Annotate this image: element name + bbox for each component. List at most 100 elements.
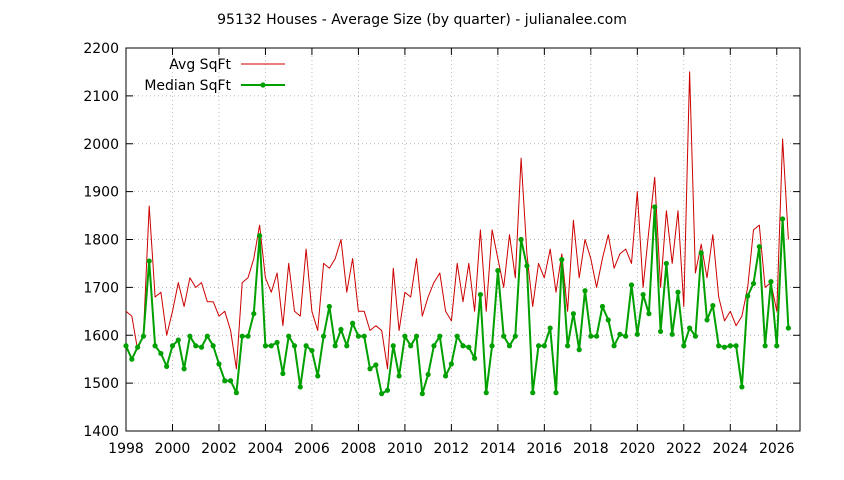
data-point-median <box>501 333 507 339</box>
data-point-median <box>140 333 147 339</box>
data-point-median <box>251 311 257 317</box>
data-point-median <box>611 343 617 349</box>
data-point-median <box>599 303 606 310</box>
data-point-median <box>460 343 466 349</box>
data-point-median <box>710 302 716 309</box>
data-point-median <box>541 343 547 349</box>
data-point-median <box>373 362 379 368</box>
x-tick-label: 2012 <box>434 441 470 457</box>
data-point-median <box>379 391 385 397</box>
data-point-median <box>512 333 518 339</box>
data-point-median <box>425 371 431 378</box>
data-point-median <box>553 390 559 396</box>
x-tick-label: 2004 <box>248 441 284 457</box>
data-point-median <box>152 343 158 349</box>
x-tick-label: 2018 <box>573 441 609 457</box>
data-point-median <box>268 343 274 349</box>
y-tick-label: 1500 <box>83 376 119 392</box>
data-point-median <box>564 343 571 349</box>
data-point-median <box>146 258 152 264</box>
data-point-median <box>367 366 373 372</box>
data-point-median <box>466 344 472 350</box>
x-tick-label: 2008 <box>341 441 377 457</box>
data-point-median <box>477 291 484 298</box>
data-point-median <box>483 390 489 396</box>
data-point-median <box>559 257 565 263</box>
data-point-median <box>588 333 594 339</box>
data-point-median <box>315 373 321 379</box>
series-layer <box>123 71 791 397</box>
data-point-median <box>361 333 367 339</box>
x-tick-label: 2000 <box>155 441 191 457</box>
data-point-median <box>437 333 443 339</box>
data-point-median <box>634 331 640 337</box>
x-tick-label: 2002 <box>201 441 237 457</box>
data-point-median <box>681 343 687 349</box>
data-point-median <box>489 343 495 349</box>
y-tick-label: 1900 <box>83 185 119 201</box>
data-point-median <box>535 343 542 349</box>
series-line-median-sqft <box>125 205 790 395</box>
data-point-median <box>739 384 745 390</box>
data-point-median <box>396 373 402 379</box>
data-point-median <box>216 361 222 367</box>
data-point-median <box>698 250 704 256</box>
data-point-median <box>344 343 350 349</box>
grid <box>126 48 800 431</box>
data-point-median <box>506 343 513 349</box>
data-point-median <box>704 317 710 323</box>
y-tick-label: 2100 <box>83 89 119 105</box>
data-point-median <box>530 390 536 396</box>
data-point-median <box>768 279 774 285</box>
data-point-median <box>687 325 693 331</box>
legend-marker-median <box>260 82 266 88</box>
data-point-median <box>129 356 135 362</box>
y-tick-label: 1800 <box>83 233 119 249</box>
data-point-median <box>280 370 286 377</box>
chart-title: 95132 Houses - Average Size (by quarter)… <box>217 12 627 28</box>
data-point-median <box>454 333 460 339</box>
data-point-median <box>233 390 239 396</box>
data-point-median <box>286 333 292 339</box>
data-point-median <box>472 355 478 361</box>
data-point-median <box>408 343 414 349</box>
data-point-median <box>297 384 303 390</box>
data-point-median <box>657 328 664 335</box>
data-point-median <box>448 361 454 367</box>
data-point-median <box>164 363 170 369</box>
data-point-median <box>442 373 449 379</box>
data-point-median <box>169 343 176 349</box>
data-point-median <box>570 311 576 317</box>
data-point-median <box>495 268 501 274</box>
data-point-median <box>582 288 588 294</box>
x-axis-ticks: 1998 2000 2002 2004 2006 2008 2010 2012 2014 2016… <box>108 48 795 457</box>
data-point-median <box>175 337 181 343</box>
data-point-median <box>733 343 739 349</box>
data-point-median <box>198 344 205 350</box>
data-point-median <box>716 343 722 349</box>
data-point-median <box>187 333 193 339</box>
x-tick-label: 2006 <box>294 441 330 457</box>
data-point-median <box>181 366 187 372</box>
data-point-median <box>663 260 669 267</box>
data-point-median <box>355 333 362 339</box>
data-point-median <box>332 343 338 349</box>
x-tick-label: 1998 <box>108 441 144 457</box>
y-tick-label: 1400 <box>83 424 119 440</box>
data-point-median <box>652 204 658 210</box>
x-tick-label: 2014 <box>480 441 516 457</box>
data-point-median <box>413 333 420 339</box>
data-point-median <box>431 343 437 349</box>
data-point-median <box>245 333 251 339</box>
data-point-median <box>675 289 681 295</box>
data-point-median <box>390 343 396 349</box>
data-point-median <box>756 244 762 250</box>
data-point-median <box>384 387 391 393</box>
data-point-median <box>594 333 600 339</box>
data-point-median <box>402 333 408 339</box>
x-tick-label: 2022 <box>666 441 702 457</box>
data-point-median <box>750 280 757 287</box>
x-tick-label: 2020 <box>619 441 655 457</box>
x-tick-label: 2026 <box>759 441 795 457</box>
data-point-median <box>350 320 356 326</box>
